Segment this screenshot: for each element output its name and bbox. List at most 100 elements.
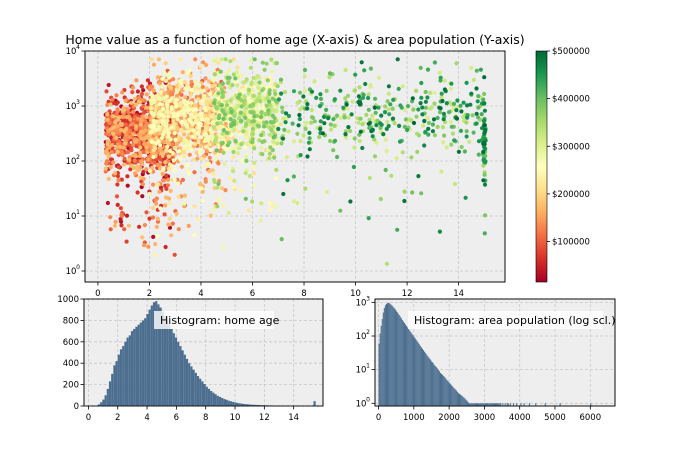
x-tick-label: 5000	[544, 413, 566, 423]
scatter-point	[135, 168, 140, 173]
scatter-point	[243, 171, 248, 176]
histogram-bar	[104, 395, 107, 406]
scatter-point	[383, 167, 388, 173]
scatter-point	[210, 86, 215, 92]
scatter-point	[132, 158, 137, 163]
scatter-point	[183, 101, 188, 106]
histogram-bar	[258, 405, 261, 406]
histogram-bar	[459, 393, 461, 406]
scatter-point	[125, 183, 130, 188]
histogram-bar	[449, 383, 451, 406]
scatter-point	[440, 125, 445, 130]
scatter-point	[248, 65, 253, 70]
scatter-point	[481, 97, 486, 102]
scatter-point	[254, 99, 259, 104]
scatter-point	[183, 144, 188, 149]
scatter-point	[238, 110, 243, 115]
scatter-point	[203, 108, 208, 113]
scatter-point	[184, 138, 189, 144]
scatter-point	[389, 173, 394, 178]
scatter-point	[213, 157, 218, 162]
histogram-bar	[472, 403, 474, 406]
scatter-point	[176, 181, 181, 186]
scatter-point	[481, 141, 486, 146]
scatter-point	[166, 131, 171, 136]
scatter-point	[122, 156, 127, 161]
scatter-point	[450, 131, 456, 136]
scatter-point	[151, 234, 156, 239]
scatter-point	[242, 94, 247, 99]
histogram-bar	[461, 395, 463, 406]
y-tick-exponent: 1	[76, 209, 80, 216]
scatter-point	[475, 115, 481, 120]
histogram-bar	[528, 403, 530, 406]
scatter-point	[481, 178, 486, 183]
scatter-point	[274, 167, 279, 172]
scatter-point	[189, 147, 194, 152]
histogram-bar	[421, 348, 423, 406]
scatter-point	[106, 82, 111, 88]
colorbar-tick-label: $500000	[552, 47, 590, 57]
scatter-point	[295, 200, 300, 206]
scatter-point	[197, 150, 202, 156]
scatter-point	[374, 140, 379, 145]
scatter-point	[195, 156, 200, 161]
scatter-point	[309, 89, 315, 94]
scatter-point	[265, 96, 270, 101]
scatter-point	[150, 215, 156, 220]
scatter-point	[176, 149, 181, 154]
scatter-point	[249, 58, 254, 63]
scatter-point	[165, 183, 170, 188]
scatter-point	[459, 144, 464, 150]
scatter-point	[121, 114, 126, 120]
scatter-point	[324, 189, 329, 195]
scatter-point	[190, 87, 195, 93]
scatter-point	[250, 131, 256, 136]
scatter-point	[403, 117, 408, 122]
scatter-point	[275, 141, 280, 146]
scatter-point	[283, 120, 288, 125]
scatter-point	[281, 116, 286, 121]
scatter-point	[251, 119, 256, 124]
scatter-point	[198, 143, 203, 148]
scatter-point	[189, 115, 194, 120]
x-tick-label: 2	[147, 289, 152, 299]
histogram-bar	[520, 403, 522, 406]
scatter-point	[144, 92, 149, 97]
scatter-point	[267, 99, 272, 104]
histogram-bar	[437, 369, 439, 406]
scatter-point	[264, 120, 269, 125]
scatter-point	[481, 149, 486, 154]
scatter-point	[110, 142, 115, 148]
scatter-point	[208, 148, 213, 153]
scatter-point	[169, 164, 174, 169]
scatter-point	[312, 119, 317, 124]
histogram-bar	[234, 402, 237, 406]
scatter-point	[395, 57, 400, 62]
scatter-point	[366, 121, 371, 126]
scatter-point	[128, 167, 133, 172]
scatter-point	[297, 117, 302, 122]
scatter-point	[276, 126, 281, 132]
scatter-point	[103, 166, 108, 171]
scatter-point	[241, 80, 246, 85]
scatter-point	[182, 193, 187, 198]
scatter-point	[157, 189, 162, 194]
scatter-point	[123, 122, 128, 127]
scatter-point	[166, 154, 171, 159]
histogram-bar	[590, 403, 592, 406]
scatter-point	[158, 206, 163, 211]
scatter-point	[215, 67, 220, 72]
scatter-point	[390, 116, 396, 121]
scatter-point	[182, 105, 187, 110]
scatter-point	[144, 105, 149, 110]
scatter-point	[216, 152, 221, 157]
scatter-point	[123, 136, 128, 141]
colorbar-tick-label: $400000	[552, 95, 590, 105]
scatter-point	[212, 179, 217, 184]
scatter-point	[352, 88, 358, 93]
scatter-point	[482, 108, 487, 113]
scatter-point	[250, 140, 255, 145]
histogram-bar	[482, 403, 484, 406]
histogram-bar	[446, 379, 448, 406]
